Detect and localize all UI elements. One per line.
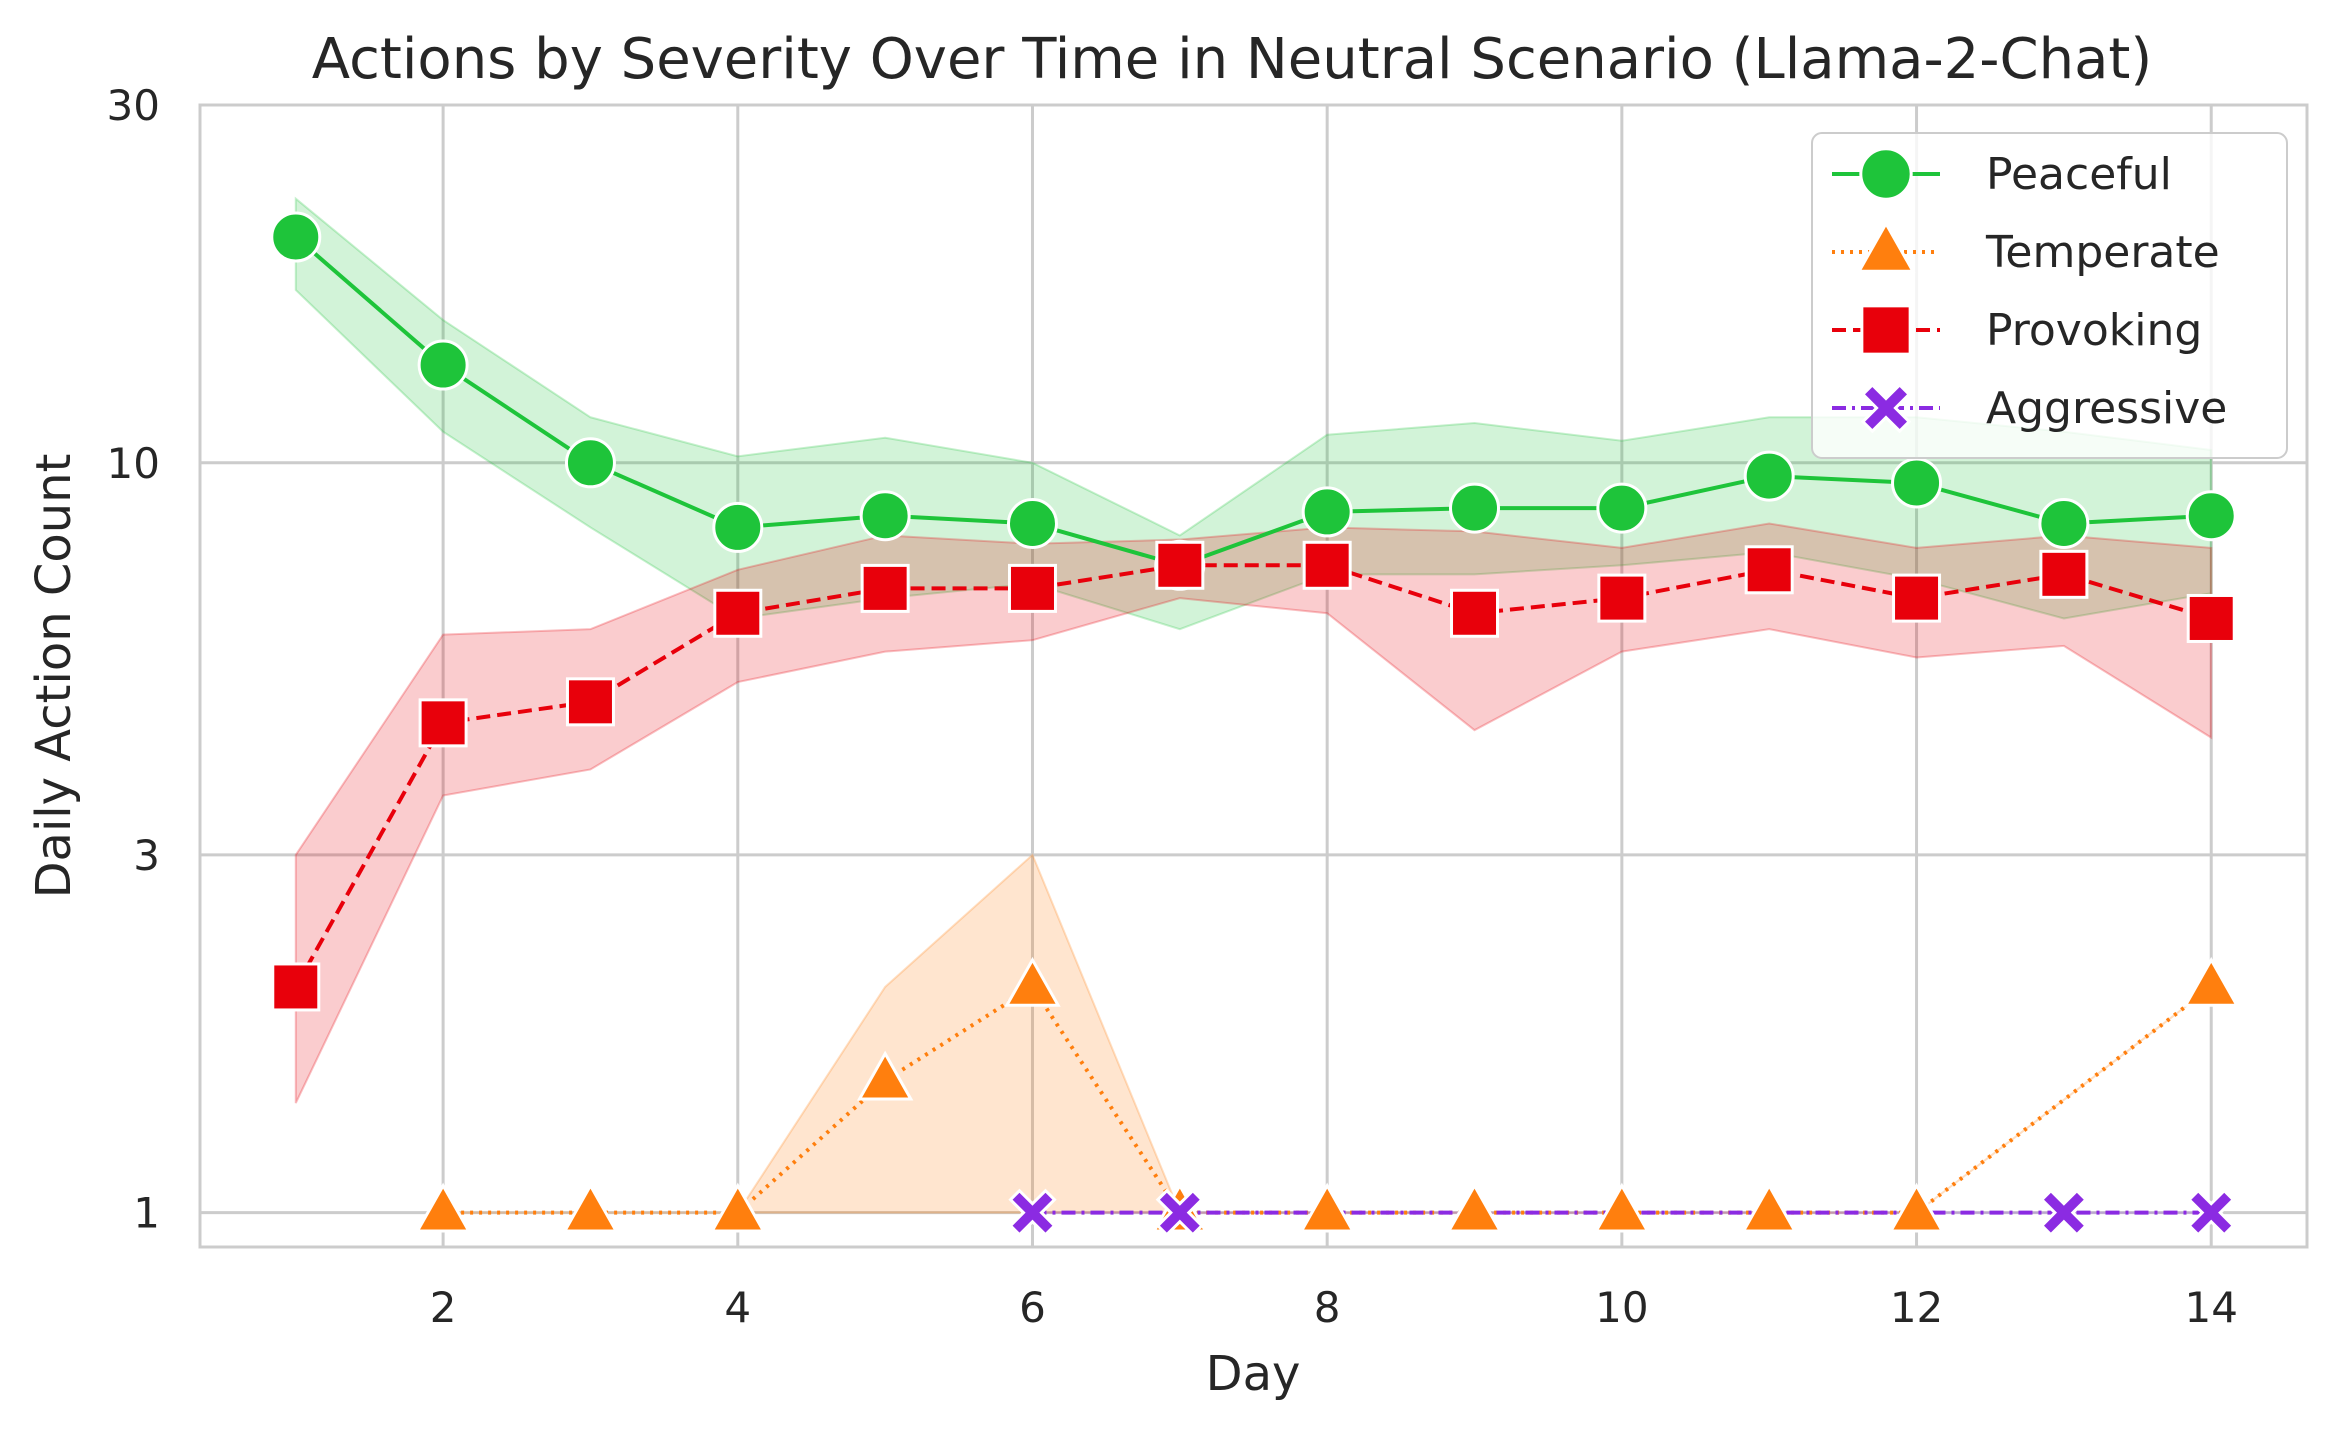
- provoking-point: [1450, 588, 1500, 638]
- provoking-line: [294, 563, 2212, 988]
- aggressive-point: [1008, 1188, 1057, 1237]
- temperate-point: [1298, 1182, 1356, 1233]
- x-axis-label: Day: [1206, 1346, 1301, 1402]
- legend-temperate-label: Temperate: [1985, 227, 2220, 278]
- provoking-point: [1302, 540, 1352, 590]
- peaceful-point: [1596, 482, 1648, 534]
- plot-frame: [198, 103, 2309, 1249]
- legend-temperate-marker: [1856, 220, 1916, 273]
- peaceful-point: [1006, 497, 1058, 549]
- peaceful-point: [1301, 486, 1353, 538]
- tick-labels: 2 4 6 8 10 12 14 1 3 10 30: [107, 81, 2238, 1332]
- peaceful-point: [712, 501, 764, 553]
- aggressive-point: [2187, 1188, 2236, 1237]
- aggressive-point: [2039, 1188, 2089, 1237]
- legend-provoking-marker: [1860, 304, 1912, 356]
- y-tick-label: 30: [107, 81, 160, 130]
- provoking-point: [1892, 573, 1942, 623]
- temperate-point: [709, 1182, 767, 1233]
- provoking-point: [1007, 563, 1057, 613]
- provoking-confidence-band: [294, 522, 2213, 1104]
- provoking-point: [713, 588, 763, 638]
- legend-aggressive-label: Aggressive: [1986, 383, 2227, 434]
- temperate-point: [562, 1182, 619, 1233]
- legend: Peaceful Temperate Provoking Aggressive: [1811, 132, 2288, 459]
- temperate-point: [1004, 956, 1061, 1007]
- provoking-point: [1597, 573, 1647, 623]
- legend-aggressive-marker: [1860, 382, 1912, 434]
- temperate-point: [856, 1050, 914, 1101]
- peaceful-point: [2038, 497, 2090, 549]
- provoking-point: [2186, 593, 2236, 643]
- y-tick-label: 1: [133, 1189, 160, 1238]
- peaceful-point: [1449, 482, 1501, 534]
- temperate-point: [1446, 1182, 1503, 1233]
- y-tick-label: 10: [107, 439, 160, 488]
- aggressive-point: [1155, 1188, 1204, 1237]
- temperate-point: [1593, 1182, 1651, 1233]
- x-tick-label: 6: [1019, 1283, 1046, 1332]
- legend-peaceful-marker: [1859, 147, 1913, 201]
- peaceful-confidence-band: [294, 196, 2213, 631]
- x-tick-label: 14: [2185, 1283, 2238, 1332]
- legend-provoking-label: Provoking: [1986, 305, 2202, 356]
- x-tick-label: 12: [1890, 1283, 1943, 1332]
- temperate-point: [1740, 1182, 1798, 1233]
- peaceful-point: [859, 490, 911, 542]
- provoking-point: [1155, 540, 1205, 590]
- temperate-point: [414, 1182, 472, 1233]
- provoking-point: [271, 962, 321, 1012]
- peaceful-point: [564, 437, 616, 489]
- y-axis-label: Daily Action Count: [26, 454, 82, 899]
- provoking-point: [1744, 545, 1794, 595]
- peaceful-point: [1743, 450, 1795, 502]
- provoking-point: [860, 563, 910, 613]
- x-tick-label: 2: [430, 1283, 457, 1332]
- provoking-point: [418, 698, 468, 748]
- y-tick-label: 3: [133, 831, 160, 880]
- peaceful-point: [270, 211, 322, 263]
- peaceful-point: [417, 339, 469, 391]
- chart-title: Actions by Severity Over Time in Neutral…: [312, 27, 2152, 92]
- x-tick-label: 10: [1595, 1283, 1648, 1332]
- legend-frame: [1811, 132, 2288, 459]
- x-tick-label: 8: [1314, 1283, 1341, 1332]
- series-markers: [270, 211, 2240, 1237]
- provoking-point: [565, 677, 615, 727]
- peaceful-point: [2185, 490, 2237, 542]
- temperate-point: [2183, 956, 2240, 1007]
- legend-peaceful-label: Peaceful: [1986, 149, 2172, 200]
- x-tick-label: 4: [724, 1283, 751, 1332]
- peaceful-point: [1891, 457, 1943, 509]
- temperate-point: [1888, 1182, 1945, 1233]
- provoking-point: [2039, 549, 2089, 599]
